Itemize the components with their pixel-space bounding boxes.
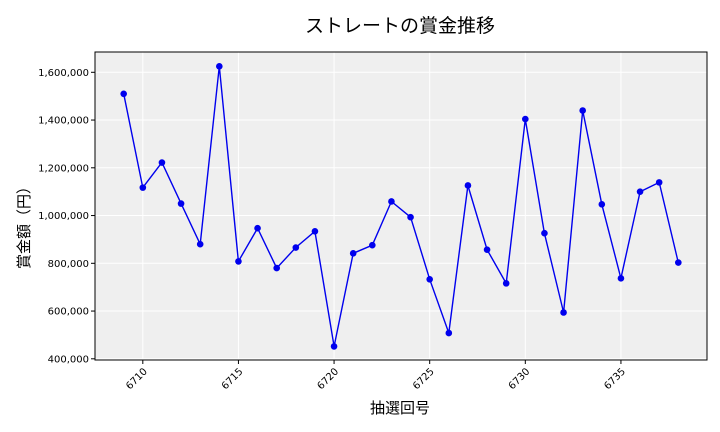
data-point [522, 115, 529, 123]
y-tick-label: 1,200,000 [38, 163, 89, 174]
y-tick-label: 1,600,000 [38, 68, 89, 79]
data-point [177, 200, 185, 207]
x-tick-label: 6725 [411, 366, 437, 392]
chart-title: ストレートの賞金推移 [305, 15, 495, 37]
data-point [273, 264, 280, 272]
data-point [330, 343, 338, 350]
data-point [445, 329, 453, 337]
x-tick-label: 6715 [220, 366, 246, 392]
data-point [388, 198, 395, 205]
data-point [502, 280, 510, 287]
data-point [407, 213, 414, 221]
y-axis-title: 賞金額（円） [15, 179, 33, 269]
x-tick-label: 6710 [124, 366, 150, 392]
series-line [123, 66, 679, 347]
x-tick-label: 6730 [507, 366, 533, 392]
y-tick-label: 1,000,000 [38, 211, 89, 222]
data-point [675, 259, 682, 266]
x-axis-title: 抽選回号 [370, 399, 430, 417]
data-point [235, 258, 242, 265]
data-point [158, 159, 166, 166]
data-point [541, 229, 548, 237]
data-point [196, 240, 204, 248]
data-point [216, 63, 223, 70]
data-point [311, 228, 319, 235]
data-point [579, 107, 586, 114]
y-tick-label: 1,400,000 [38, 116, 89, 127]
y-tick-label: 800,000 [48, 259, 89, 270]
data-point [598, 201, 606, 208]
data-point [483, 246, 491, 253]
x-tick-label: 6720 [315, 366, 341, 392]
data-point [139, 184, 147, 191]
x-tick-label: 6735 [602, 366, 628, 392]
plot-frame [94, 51, 708, 361]
data-point [349, 249, 357, 257]
data-point [655, 179, 663, 186]
series-layer [120, 63, 682, 350]
y-tick-label: 400,000 [48, 354, 89, 365]
data-point [369, 241, 376, 249]
data-point [292, 244, 300, 251]
data-point [464, 182, 472, 189]
data-point [636, 188, 644, 195]
data-point [617, 275, 625, 282]
data-point [560, 309, 567, 316]
y-tick-label: 600,000 [48, 307, 89, 318]
data-point [254, 224, 261, 232]
plot-area [95, 52, 707, 360]
data-point [120, 90, 127, 98]
data-point [426, 275, 433, 283]
